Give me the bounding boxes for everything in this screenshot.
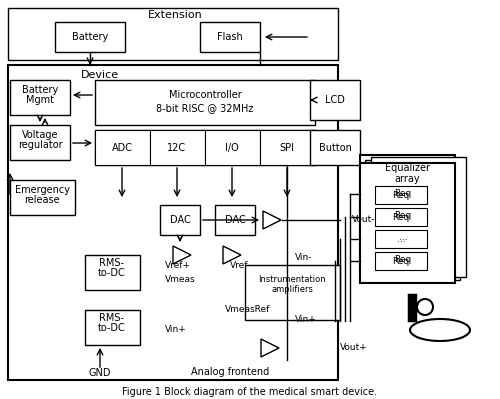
Text: Voltage: Voltage (22, 130, 58, 140)
Text: Vout+: Vout+ (340, 344, 368, 352)
Text: DAC: DAC (224, 215, 246, 225)
Text: Battery: Battery (22, 85, 58, 95)
FancyBboxPatch shape (365, 160, 460, 280)
FancyBboxPatch shape (55, 22, 125, 52)
Text: Instrumentation: Instrumentation (258, 275, 326, 284)
Polygon shape (261, 339, 279, 357)
Text: to-DC: to-DC (98, 323, 126, 333)
Text: Equalizer: Equalizer (384, 163, 430, 173)
Text: amplifiers: amplifiers (271, 286, 313, 294)
Text: Vin-: Vin- (295, 253, 312, 263)
FancyBboxPatch shape (8, 65, 338, 380)
Polygon shape (223, 246, 241, 264)
FancyBboxPatch shape (375, 208, 427, 226)
Text: Vin+: Vin+ (165, 326, 187, 334)
Text: LCD: LCD (325, 95, 345, 105)
FancyBboxPatch shape (378, 207, 428, 225)
FancyBboxPatch shape (215, 205, 255, 235)
Text: SPI: SPI (280, 143, 294, 153)
Text: Microcontroller: Microcontroller (168, 90, 242, 100)
Text: ...: ... (398, 233, 407, 243)
Text: 12C: 12C (168, 143, 186, 153)
Text: PAD: PAD (430, 325, 450, 335)
Text: RMS-: RMS- (100, 258, 124, 268)
FancyBboxPatch shape (310, 80, 360, 120)
FancyBboxPatch shape (8, 8, 338, 60)
FancyBboxPatch shape (10, 180, 75, 215)
FancyBboxPatch shape (200, 22, 260, 52)
Ellipse shape (410, 319, 470, 341)
Text: Flash: Flash (217, 32, 243, 42)
Polygon shape (263, 211, 281, 229)
FancyBboxPatch shape (150, 130, 205, 165)
FancyBboxPatch shape (378, 229, 428, 247)
FancyBboxPatch shape (310, 130, 360, 165)
FancyBboxPatch shape (205, 130, 260, 165)
Text: Req: Req (392, 257, 409, 265)
Text: Emergency: Emergency (14, 185, 70, 195)
FancyBboxPatch shape (160, 205, 200, 235)
Text: Figure 1 Block diagram of the medical smart device.: Figure 1 Block diagram of the medical sm… (122, 387, 378, 397)
Text: Button: Button (318, 143, 352, 153)
FancyBboxPatch shape (95, 80, 315, 125)
FancyBboxPatch shape (360, 155, 455, 275)
FancyBboxPatch shape (10, 80, 70, 115)
Text: ...: ... (396, 235, 406, 243)
FancyBboxPatch shape (85, 255, 140, 290)
Text: DAC: DAC (170, 215, 190, 225)
Text: ADC: ADC (112, 143, 132, 153)
FancyBboxPatch shape (95, 130, 315, 165)
Text: RMS-: RMS- (100, 313, 124, 323)
FancyBboxPatch shape (85, 310, 140, 345)
Polygon shape (173, 246, 191, 264)
Text: Mgmt: Mgmt (26, 95, 54, 105)
Text: GND: GND (89, 368, 111, 378)
Text: VmeasRef: VmeasRef (225, 306, 270, 314)
FancyBboxPatch shape (378, 251, 428, 269)
FancyBboxPatch shape (10, 125, 70, 160)
Text: Vin+: Vin+ (295, 316, 317, 324)
Text: Req: Req (394, 190, 411, 198)
Text: Vout-: Vout- (352, 215, 376, 225)
FancyBboxPatch shape (95, 130, 150, 165)
Text: Extension: Extension (148, 10, 203, 20)
FancyBboxPatch shape (245, 265, 340, 320)
Text: Device: Device (81, 70, 119, 80)
Text: 8-bit RISC @ 32MHz: 8-bit RISC @ 32MHz (156, 103, 254, 113)
Text: Req: Req (392, 213, 409, 221)
Text: Vref-: Vref- (230, 261, 252, 269)
Text: to-DC: to-DC (98, 268, 126, 278)
Text: I/O: I/O (225, 143, 239, 153)
Text: Req: Req (394, 211, 411, 221)
FancyBboxPatch shape (378, 185, 428, 203)
FancyBboxPatch shape (371, 157, 466, 277)
Text: regulator: regulator (18, 140, 62, 150)
Text: release: release (24, 195, 60, 205)
Text: Vmeas: Vmeas (165, 275, 196, 284)
Text: Battery: Battery (72, 32, 108, 42)
Text: array: array (394, 174, 420, 184)
Text: Analog frontend: Analog frontend (191, 367, 269, 377)
Circle shape (417, 299, 433, 315)
FancyBboxPatch shape (375, 252, 427, 270)
FancyBboxPatch shape (260, 130, 315, 165)
Text: Req: Req (394, 255, 411, 265)
Text: Req: Req (392, 190, 409, 200)
FancyBboxPatch shape (375, 186, 427, 204)
FancyBboxPatch shape (375, 230, 427, 248)
Text: Vref+: Vref+ (165, 261, 191, 269)
FancyBboxPatch shape (360, 163, 455, 283)
